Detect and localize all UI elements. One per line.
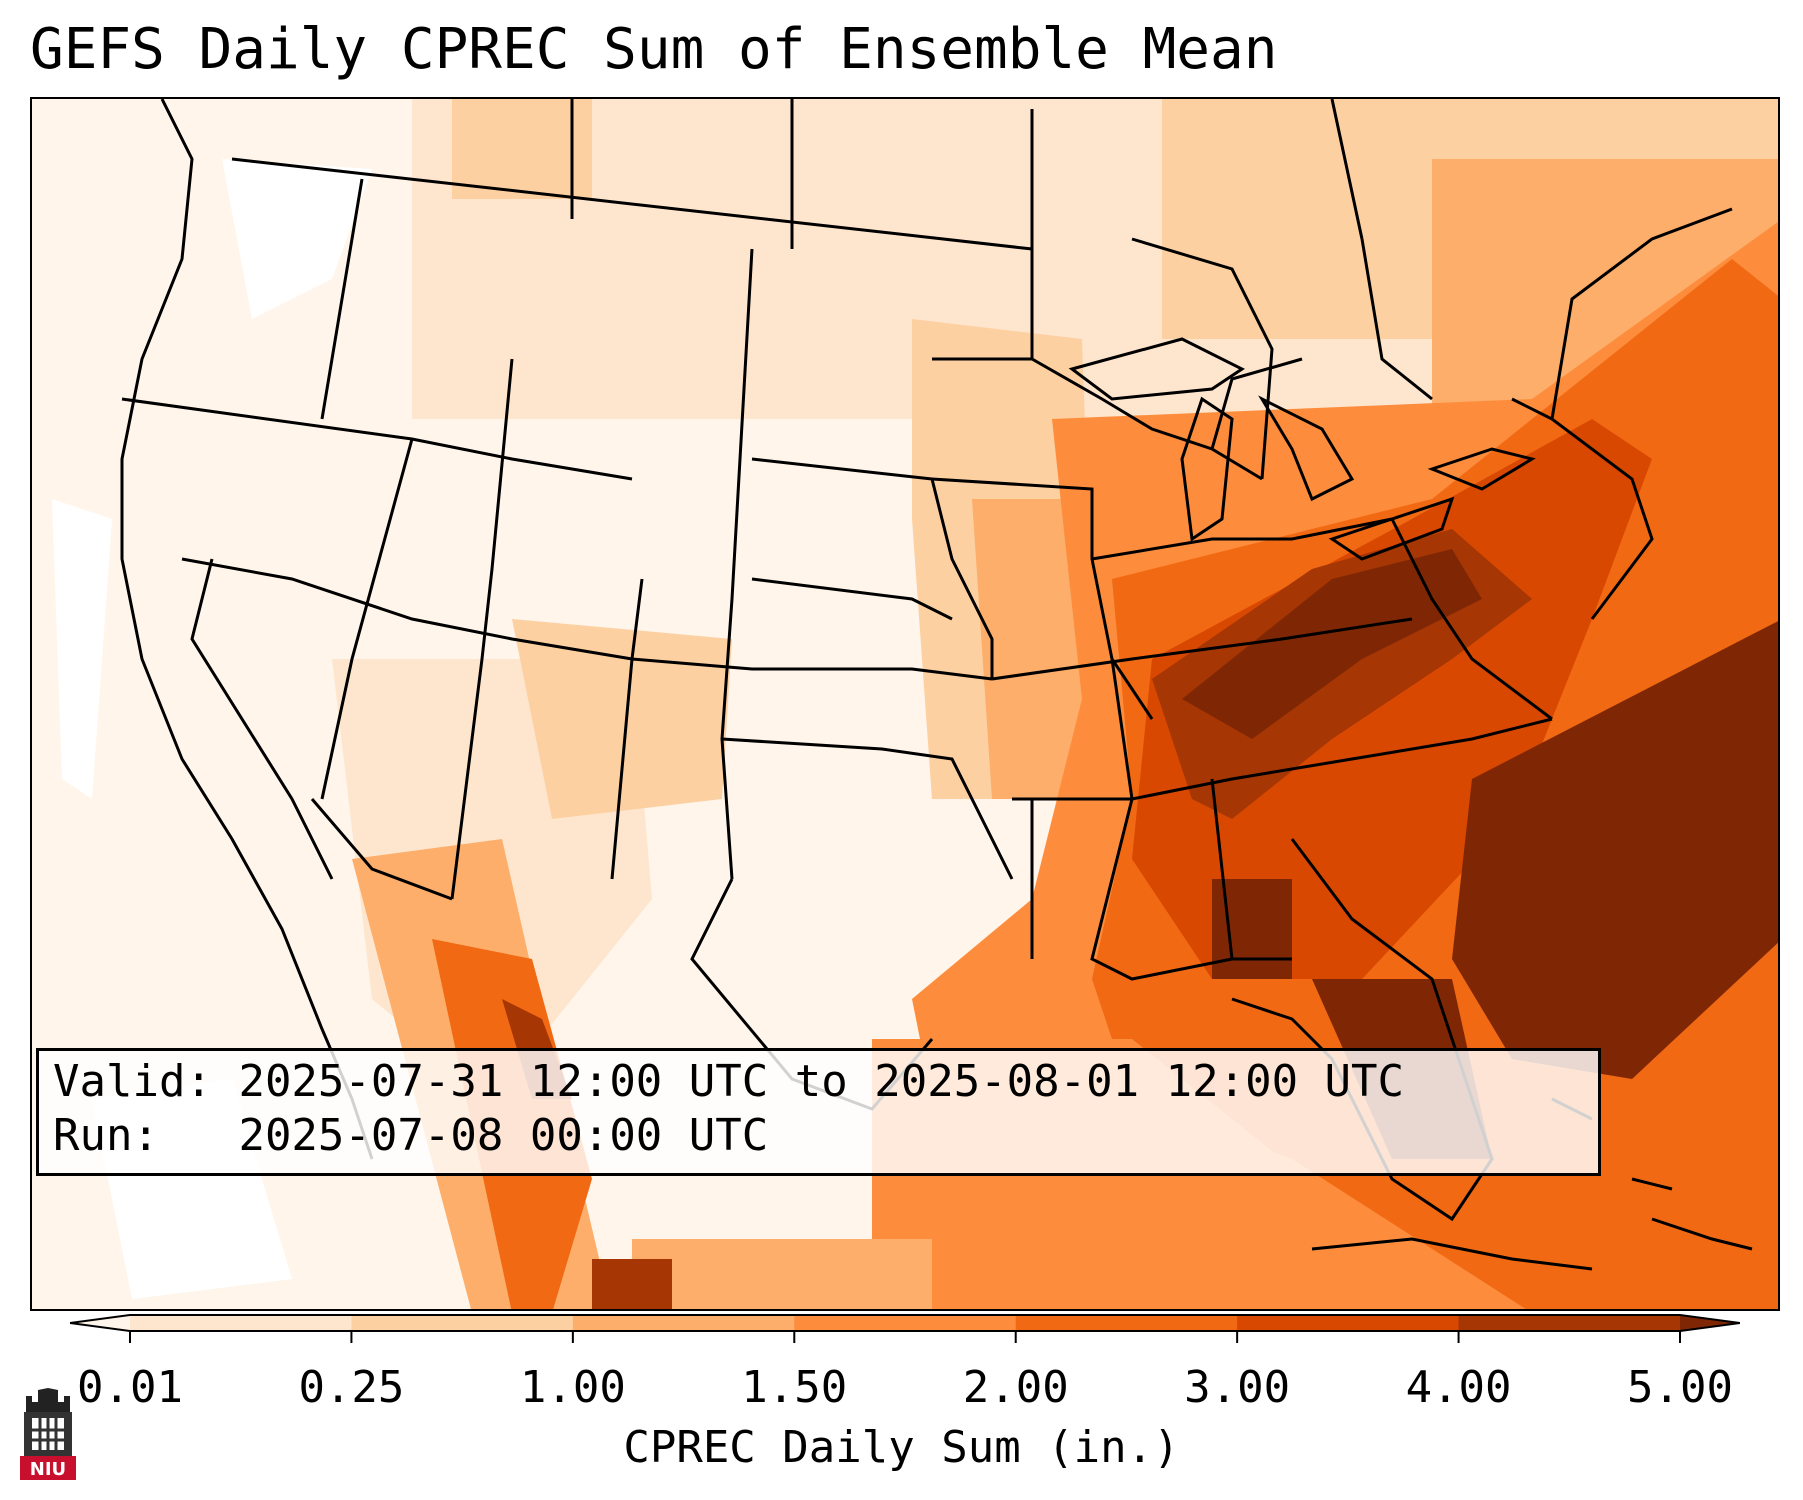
colorbar-label: CPREC Daily Sum (in.) — [623, 1422, 1180, 1473]
colorbar-segment — [1015, 1315, 1238, 1331]
colorbar-extend-low — [70, 1315, 130, 1331]
valid-time-range: 2025-07-31 12:00 UTC to 2025-08-01 12:00… — [238, 1056, 1405, 1107]
logo-text: NIU — [30, 1459, 66, 1480]
colorbar-segment — [1237, 1315, 1460, 1331]
colorbar-tick-label: 5.00 — [1627, 1362, 1733, 1413]
colorbar-tick-label: 0.25 — [298, 1362, 405, 1413]
colorbar-segment — [351, 1315, 574, 1331]
map-title: GEFS Daily CPREC Sum of Ensemble Mean — [30, 17, 1278, 82]
state-boundaries — [120, 99, 1733, 1222]
colorbar-segment — [572, 1315, 795, 1331]
colorbar-tick-label: 1.50 — [741, 1362, 848, 1413]
colorbar-tick-label: 0.01 — [77, 1362, 183, 1413]
valid-run-info-box: Valid: 2025-07-31 12:00 UTC to 2025-08-0… — [36, 1048, 1601, 1176]
colorbar-segment — [130, 1315, 352, 1331]
run-label: Run: — [53, 1110, 159, 1161]
colorbar-tick-label: 3.00 — [1184, 1362, 1291, 1413]
colorbar-tick-label: 4.00 — [1405, 1362, 1512, 1413]
niu-logo: NIU — [20, 1388, 76, 1480]
great-lakes — [1068, 337, 1536, 561]
run-time: 2025-07-08 00:00 UTC — [238, 1110, 769, 1161]
colorbar — [70, 1314, 1740, 1343]
valid-label: Valid: — [53, 1056, 212, 1107]
colorbar-segment — [1458, 1315, 1681, 1331]
colorbar-segment — [794, 1315, 1017, 1331]
colorbar-tick-label: 1.00 — [519, 1362, 626, 1413]
colorbar-tick-label: 2.00 — [962, 1362, 1069, 1413]
colorbar-extend-high — [1680, 1315, 1740, 1331]
